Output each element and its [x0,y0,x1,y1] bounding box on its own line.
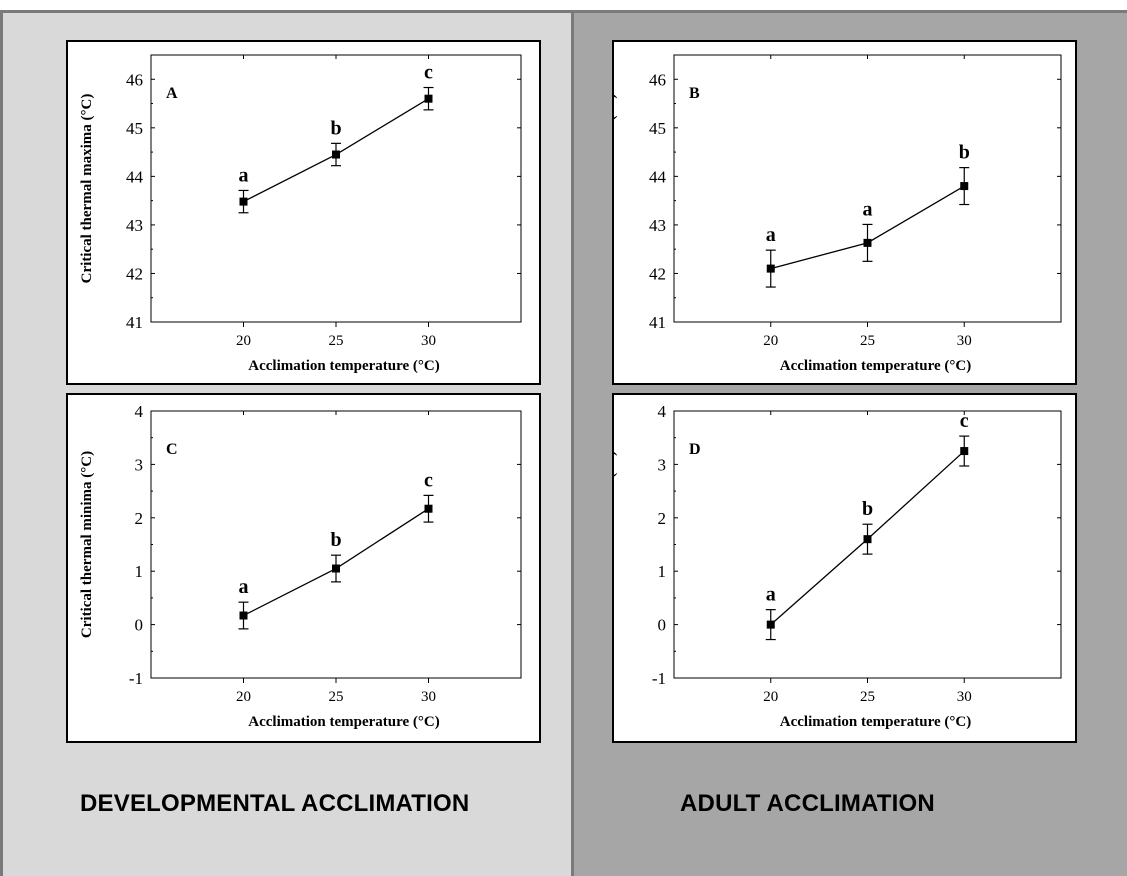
panel-letter: B [689,85,700,102]
significance-letter: b [862,498,873,520]
x-axis-label: Acclimation temperature (°C) [248,714,440,730]
y-tick-label: 2 [658,509,667,528]
significance-letter: a [766,224,776,246]
y-tick-label: 44 [126,167,144,186]
y-axis-label: Critical thermal maxima (°C) [79,94,95,284]
x-tick-label: 30 [957,333,972,349]
x-tick-label: 20 [763,333,778,349]
y-tick-label: 41 [126,313,143,332]
y-axis-label: Critical thermal maxima (°C) [614,94,618,284]
y-tick-label: 4 [135,402,144,421]
x-tick-label: 25 [860,333,875,349]
plot-area [150,54,522,323]
developmental-acclimation-title: DEVELOPMENTAL ACCLIMATION [80,790,470,817]
chart-C: -1 0 1 2 3 4 20 25 30 Acclimation temperature (°C… [79,402,522,730]
y-tick-label: 46 [126,70,143,89]
chart-B-frame: 41 42 43 44 45 46 20 25 30 Acclimation temperatur… [612,40,1077,385]
y-tick-label: 44 [649,167,667,186]
y-axis-label: Critical thermal minima (°C) [79,451,95,638]
chart-C-frame: -1 0 1 2 3 4 20 25 30 Acclimation temperature (°C… [66,393,541,743]
x-axis-label: Acclimation temperature (°C) [248,358,440,374]
significance-letter: c [960,410,969,432]
data-point [239,197,248,206]
data-point [766,264,775,273]
y-tick-label: 1 [658,562,667,581]
x-tick-label: 25 [860,689,875,705]
y-tick-label: 43 [649,216,666,235]
y-tick-label: 4 [658,402,667,421]
significance-letter: b [959,142,970,164]
data-point [239,611,248,620]
y-axis-label: Critical thermal minima (°C) [614,451,618,638]
x-axis-label: Acclimation temperature (°C) [780,714,972,730]
panel-letter: A [166,85,178,102]
x-tick-label: 30 [421,333,436,349]
significance-letter: b [330,117,341,139]
data-point [766,620,775,629]
significance-letter: c [424,62,433,84]
significance-letter: a [863,198,873,220]
plot-area [673,54,1062,323]
data-point [863,238,872,247]
panel-letter: C [166,441,178,458]
significance-letter: b [330,529,341,551]
y-tick-label: 3 [135,455,144,474]
y-tick-label: -1 [129,669,143,688]
y-tick-label: 41 [649,313,666,332]
y-tick-label: 43 [126,216,143,235]
chart-A-frame: 41 42 43 44 45 46 20 25 30 Acclimation temperatur… [66,40,541,385]
data-point [424,504,433,513]
x-tick-label: 30 [957,689,972,705]
x-tick-label: 20 [236,689,251,705]
y-tick-label: 0 [135,616,144,635]
x-tick-label: 30 [421,689,436,705]
y-tick-label: -1 [652,669,666,688]
x-tick-label: 25 [329,333,344,349]
x-tick-label: 20 [236,333,251,349]
y-tick-label: 2 [135,509,144,528]
y-tick-label: 42 [126,264,143,283]
chart-B: 41 42 43 44 45 46 20 25 30 Acclimation temperatur… [614,54,1062,374]
x-tick-label: 20 [763,689,778,705]
y-tick-label: 0 [658,616,667,635]
data-point [424,94,433,103]
y-tick-label: 46 [649,70,666,89]
data-point [332,564,340,573]
y-tick-label: 3 [658,455,667,474]
chart-D: -1 0 1 2 3 4 20 25 30 Acclimation temperature (°C… [614,402,1062,730]
y-tick-label: 45 [649,119,666,138]
data-point [863,535,872,544]
chart-D-frame: -1 0 1 2 3 4 20 25 30 Acclimation temperature (°C… [612,393,1077,743]
y-tick-label: 45 [126,119,143,138]
data-point [960,182,969,191]
x-tick-label: 25 [329,689,344,705]
significance-letter: a [239,576,249,598]
adult-acclimation-title: ADULT ACCLIMATION [680,790,935,817]
data-point [332,150,340,159]
x-axis-label: Acclimation temperature (°C) [780,358,972,374]
significance-letter: a [239,164,249,186]
significance-letter: a [766,584,776,606]
data-point [960,447,969,456]
significance-letter: c [424,469,433,491]
chart-A: 41 42 43 44 45 46 20 25 30 Acclimation temperatur… [79,54,522,374]
panel-letter: D [689,441,701,458]
y-tick-label: 42 [649,264,666,283]
y-tick-label: 1 [135,562,144,581]
